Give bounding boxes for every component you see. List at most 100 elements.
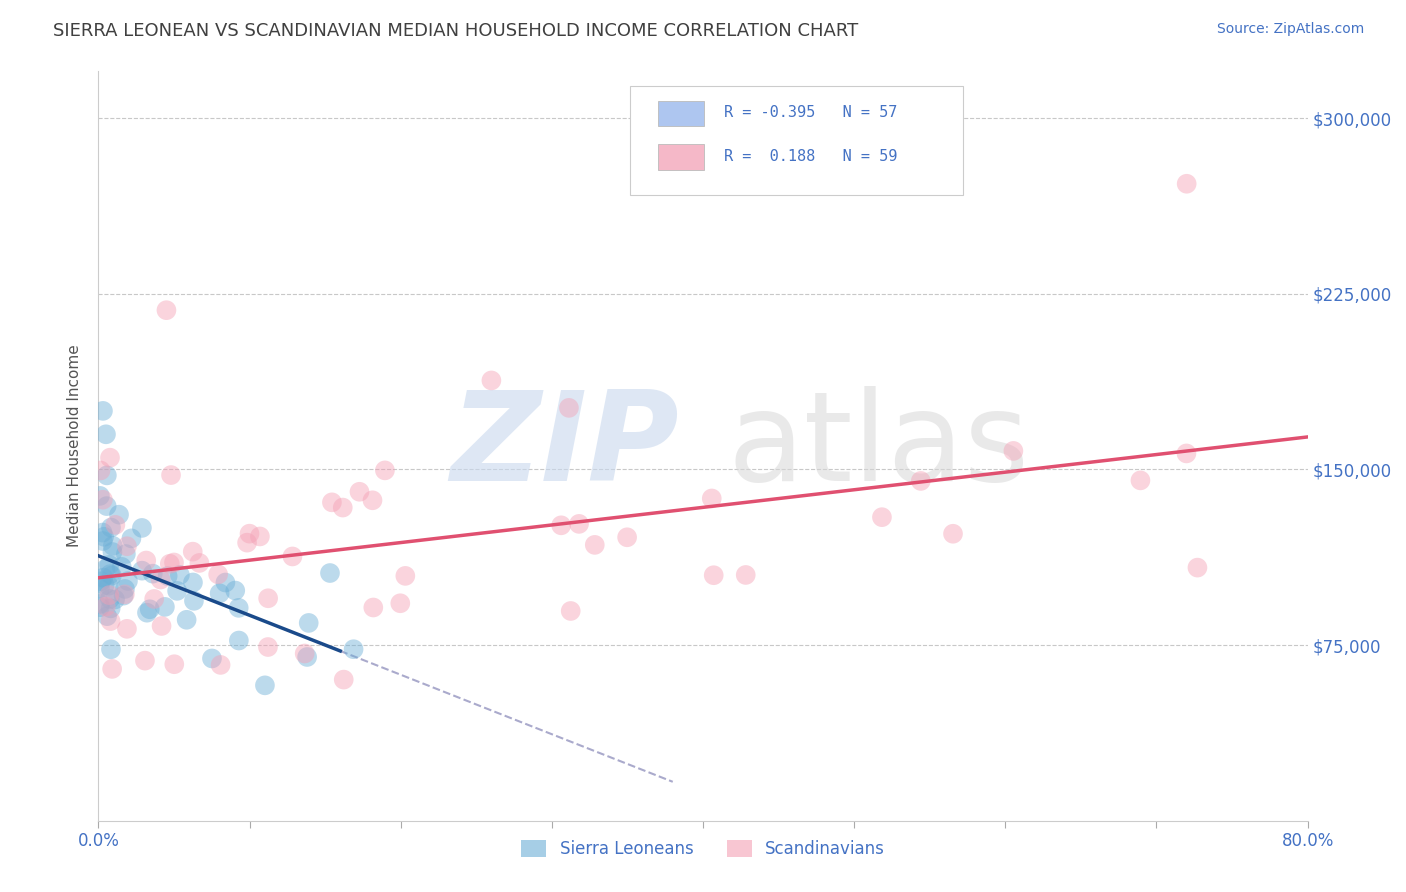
Point: [228, 600, 250, 615]
Point: [120, 532, 142, 546]
Point: [281, 549, 304, 564]
Point: [100, 601, 122, 615]
Point: [734, 568, 756, 582]
Point: [942, 526, 965, 541]
Point: [159, 557, 181, 571]
Point: [97, 579, 120, 593]
Point: [114, 587, 136, 601]
Point: [361, 493, 384, 508]
Point: [138, 602, 160, 616]
Point: [101, 662, 124, 676]
Point: [112, 589, 135, 603]
Point: [98, 567, 121, 582]
Point: [150, 619, 173, 633]
Point: [558, 401, 581, 415]
Point: [181, 544, 204, 558]
Point: [160, 468, 183, 483]
Point: [93, 530, 115, 544]
Point: [104, 517, 127, 532]
Point: [166, 583, 188, 598]
Point: [319, 566, 342, 580]
Point: [156, 569, 179, 583]
Point: [910, 474, 932, 488]
Point: [257, 640, 280, 654]
Point: [117, 574, 139, 588]
Point: [90, 574, 112, 589]
Point: [90, 463, 112, 477]
Point: [176, 613, 198, 627]
Point: [94, 599, 117, 614]
Point: [1175, 177, 1198, 191]
Point: [183, 594, 205, 608]
Point: [101, 568, 124, 582]
Text: atlas: atlas: [727, 385, 1029, 507]
Point: [163, 556, 186, 570]
Point: [93, 578, 115, 592]
Point: [207, 567, 229, 582]
Point: [214, 575, 236, 590]
Point: [100, 614, 122, 628]
Point: [91, 534, 114, 549]
Point: [94, 427, 117, 442]
Point: [98, 558, 121, 572]
Point: [201, 651, 224, 665]
Point: [96, 609, 118, 624]
Point: [481, 374, 503, 388]
Point: [332, 500, 354, 515]
Point: [209, 657, 232, 672]
Text: ZIP: ZIP: [450, 385, 679, 507]
Point: [249, 529, 271, 543]
Legend: Sierra Leoneans, Scandinavians: Sierra Leoneans, Scandinavians: [515, 833, 891, 864]
Y-axis label: Median Household Income: Median Household Income: [67, 344, 83, 548]
Point: [700, 491, 723, 506]
Point: [1002, 443, 1025, 458]
Point: [96, 468, 118, 483]
Point: [100, 642, 122, 657]
Point: [389, 596, 412, 610]
Point: [394, 569, 416, 583]
Point: [101, 545, 124, 559]
Point: [115, 539, 138, 553]
Point: [163, 657, 186, 672]
Point: [134, 654, 156, 668]
Point: [257, 591, 280, 606]
FancyBboxPatch shape: [630, 87, 963, 195]
Point: [98, 450, 121, 465]
Point: [108, 508, 131, 522]
Point: [224, 583, 246, 598]
Point: [374, 463, 396, 477]
Point: [181, 575, 204, 590]
Point: [142, 566, 165, 581]
Point: [550, 518, 572, 533]
Point: [870, 510, 893, 524]
Point: [131, 564, 153, 578]
Point: [153, 599, 176, 614]
Point: [1175, 446, 1198, 460]
Point: [98, 591, 121, 606]
Text: SIERRA LEONEAN VS SCANDINAVIAN MEDIAN HOUSEHOLD INCOME CORRELATION CHART: SIERRA LEONEAN VS SCANDINAVIAN MEDIAN HO…: [53, 22, 859, 40]
Point: [91, 571, 114, 585]
Point: [135, 553, 157, 567]
Text: Source: ZipAtlas.com: Source: ZipAtlas.com: [1216, 22, 1364, 37]
Bar: [658, 144, 704, 169]
Point: [169, 568, 191, 582]
Point: [94, 562, 117, 576]
Text: R = -0.395   N = 57: R = -0.395 N = 57: [724, 105, 897, 120]
Point: [136, 606, 159, 620]
Point: [96, 499, 118, 513]
Point: [1187, 560, 1209, 574]
Point: [143, 591, 166, 606]
Point: [253, 678, 276, 692]
Point: [363, 600, 385, 615]
Point: [115, 622, 138, 636]
Point: [131, 521, 153, 535]
Point: [104, 592, 127, 607]
Point: [115, 547, 138, 561]
Point: [91, 492, 114, 507]
Point: [321, 495, 343, 509]
Point: [298, 615, 321, 630]
Point: [114, 582, 136, 596]
Point: [89, 581, 111, 595]
Point: [101, 539, 124, 553]
Point: [89, 489, 111, 503]
